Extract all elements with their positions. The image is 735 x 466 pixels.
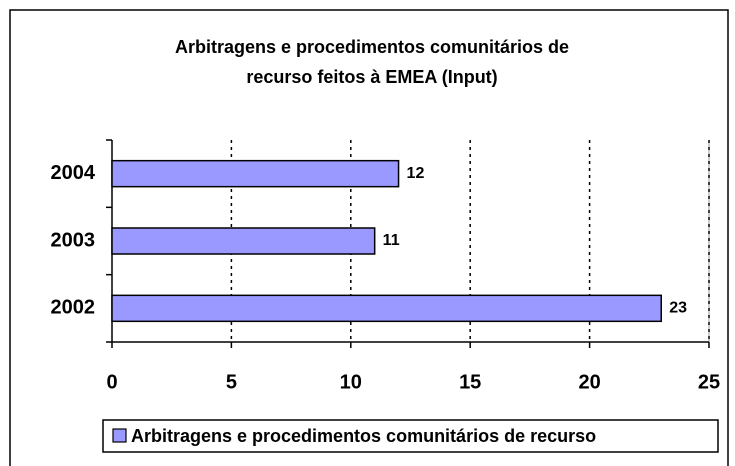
- x-tick-label: 15: [459, 371, 481, 393]
- x-tick-label: 0: [106, 371, 117, 393]
- x-tick-label: 10: [340, 371, 362, 393]
- legend: [102, 419, 719, 453]
- data-label: 23: [669, 300, 687, 317]
- legend-swatch: [112, 428, 127, 443]
- y-tick-label: 2004: [51, 162, 96, 184]
- chart-title: Arbitragens e procedimentos comunitários…: [175, 37, 569, 57]
- y-tick-label: 2003: [51, 229, 96, 251]
- chart-title: recurso feitos à EMEA (Input): [246, 67, 497, 87]
- legend-label: Arbitragens e procedimentos comunitários…: [131, 426, 596, 446]
- y-tick-label: 2002: [51, 297, 96, 319]
- x-tick-label: 25: [698, 371, 720, 393]
- bar: [111, 227, 376, 255]
- bar: [111, 159, 400, 188]
- x-tick-label: 5: [226, 371, 237, 393]
- data-label: 11: [383, 232, 400, 249]
- bar: [111, 294, 662, 323]
- x-tick-label: 20: [578, 371, 600, 393]
- data-label: 12: [407, 165, 425, 182]
